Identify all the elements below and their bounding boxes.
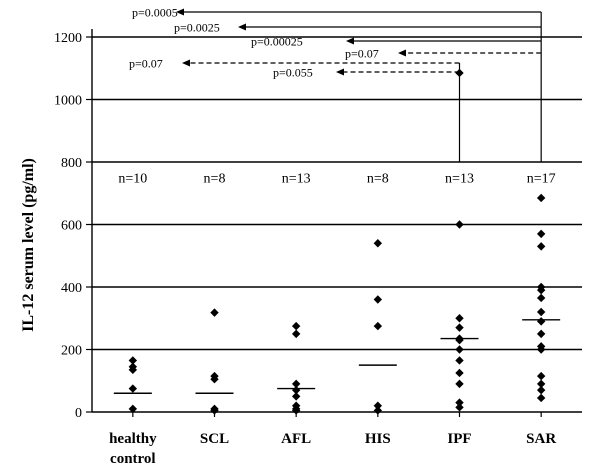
data-point (536, 393, 546, 403)
category-label: healthy (109, 431, 157, 447)
category-label: SCL (200, 431, 229, 447)
n-label: n=8 (367, 171, 389, 186)
data-point (291, 379, 301, 389)
data-point (536, 379, 546, 389)
data-point (128, 356, 138, 365)
data-point (128, 404, 138, 414)
data-point (128, 365, 138, 375)
data-point (291, 329, 301, 339)
data-point (455, 335, 464, 345)
data-point (291, 321, 301, 331)
data-point (210, 406, 219, 415)
data-point (455, 368, 464, 378)
data-point (536, 285, 546, 295)
n-label: n=13 (282, 171, 311, 186)
category-label: AFL (281, 431, 311, 447)
gridlines (92, 36, 582, 351)
median-lines (113, 319, 561, 394)
p-value-label: p=0.07 (129, 57, 163, 71)
data-point (291, 406, 301, 415)
data-point (373, 406, 383, 415)
data-point (455, 314, 464, 323)
annotation-arrowhead (336, 68, 344, 76)
p-value-label: p=0.0025 (174, 21, 220, 35)
y-tick-label: 200 (61, 344, 82, 359)
y-tick-labels: 0 200 400 600 800 1000 1200 (54, 31, 82, 421)
data-point (536, 385, 546, 395)
y-tick-label: 1200 (54, 31, 82, 46)
data-point (536, 229, 546, 239)
n-label: n=13 (445, 171, 474, 186)
n-label: n=17 (527, 171, 556, 186)
category-label-line2: control (110, 451, 156, 467)
data-point (373, 239, 383, 248)
p-value-label: p=0.00025 (251, 35, 303, 49)
data-point (536, 293, 546, 303)
p-value-label: p=0.0005 (132, 6, 178, 20)
data-point (455, 220, 464, 229)
data-point (210, 308, 219, 317)
y-tick-label: 600 (61, 219, 82, 234)
annotation-arrowhead (398, 49, 406, 57)
category-labels: healthy control SCL AFL HIS IPF SAR (109, 431, 556, 467)
data-point (536, 329, 546, 339)
data-point (455, 323, 464, 332)
data-point (536, 317, 546, 326)
y-tick-label: 1000 (54, 94, 82, 109)
y-tick-label: 400 (61, 281, 82, 296)
data-point (210, 374, 219, 384)
data-point (455, 403, 464, 412)
data-point (373, 401, 383, 410)
data-point (373, 295, 383, 304)
annotation-arrowhead (182, 59, 190, 67)
data-point (536, 193, 546, 203)
data-point (536, 242, 546, 251)
annotation-arrowhead (346, 37, 354, 45)
p-value-label: p=0.07 (345, 47, 379, 61)
annotation-arrowhead (238, 23, 246, 31)
n-label: n=10 (118, 171, 147, 186)
data-points (128, 68, 546, 415)
annotation-arrowhead (176, 8, 184, 16)
axes (86, 29, 582, 417)
data-point (455, 345, 464, 354)
data-point (536, 307, 546, 317)
data-point (373, 321, 383, 331)
category-label: IPF (447, 431, 471, 447)
y-axis-title: IL-12 serum level (pg/ml) (20, 158, 37, 332)
category-label: SAR (526, 431, 556, 447)
p-value-label: p=0.055 (273, 66, 313, 80)
data-point (536, 371, 546, 381)
category-label: HIS (365, 431, 391, 447)
y-tick-label: 0 (75, 406, 82, 421)
data-point (455, 356, 464, 365)
data-point (291, 392, 301, 401)
data-point (455, 398, 464, 407)
n-labels: n=10 n=8 n=13 n=8 n=13 n=17 (118, 171, 555, 186)
data-point (128, 384, 138, 393)
data-point (536, 345, 546, 354)
y-tick-label: 800 (61, 156, 82, 171)
n-label: n=8 (204, 171, 226, 186)
data-point (455, 379, 464, 389)
